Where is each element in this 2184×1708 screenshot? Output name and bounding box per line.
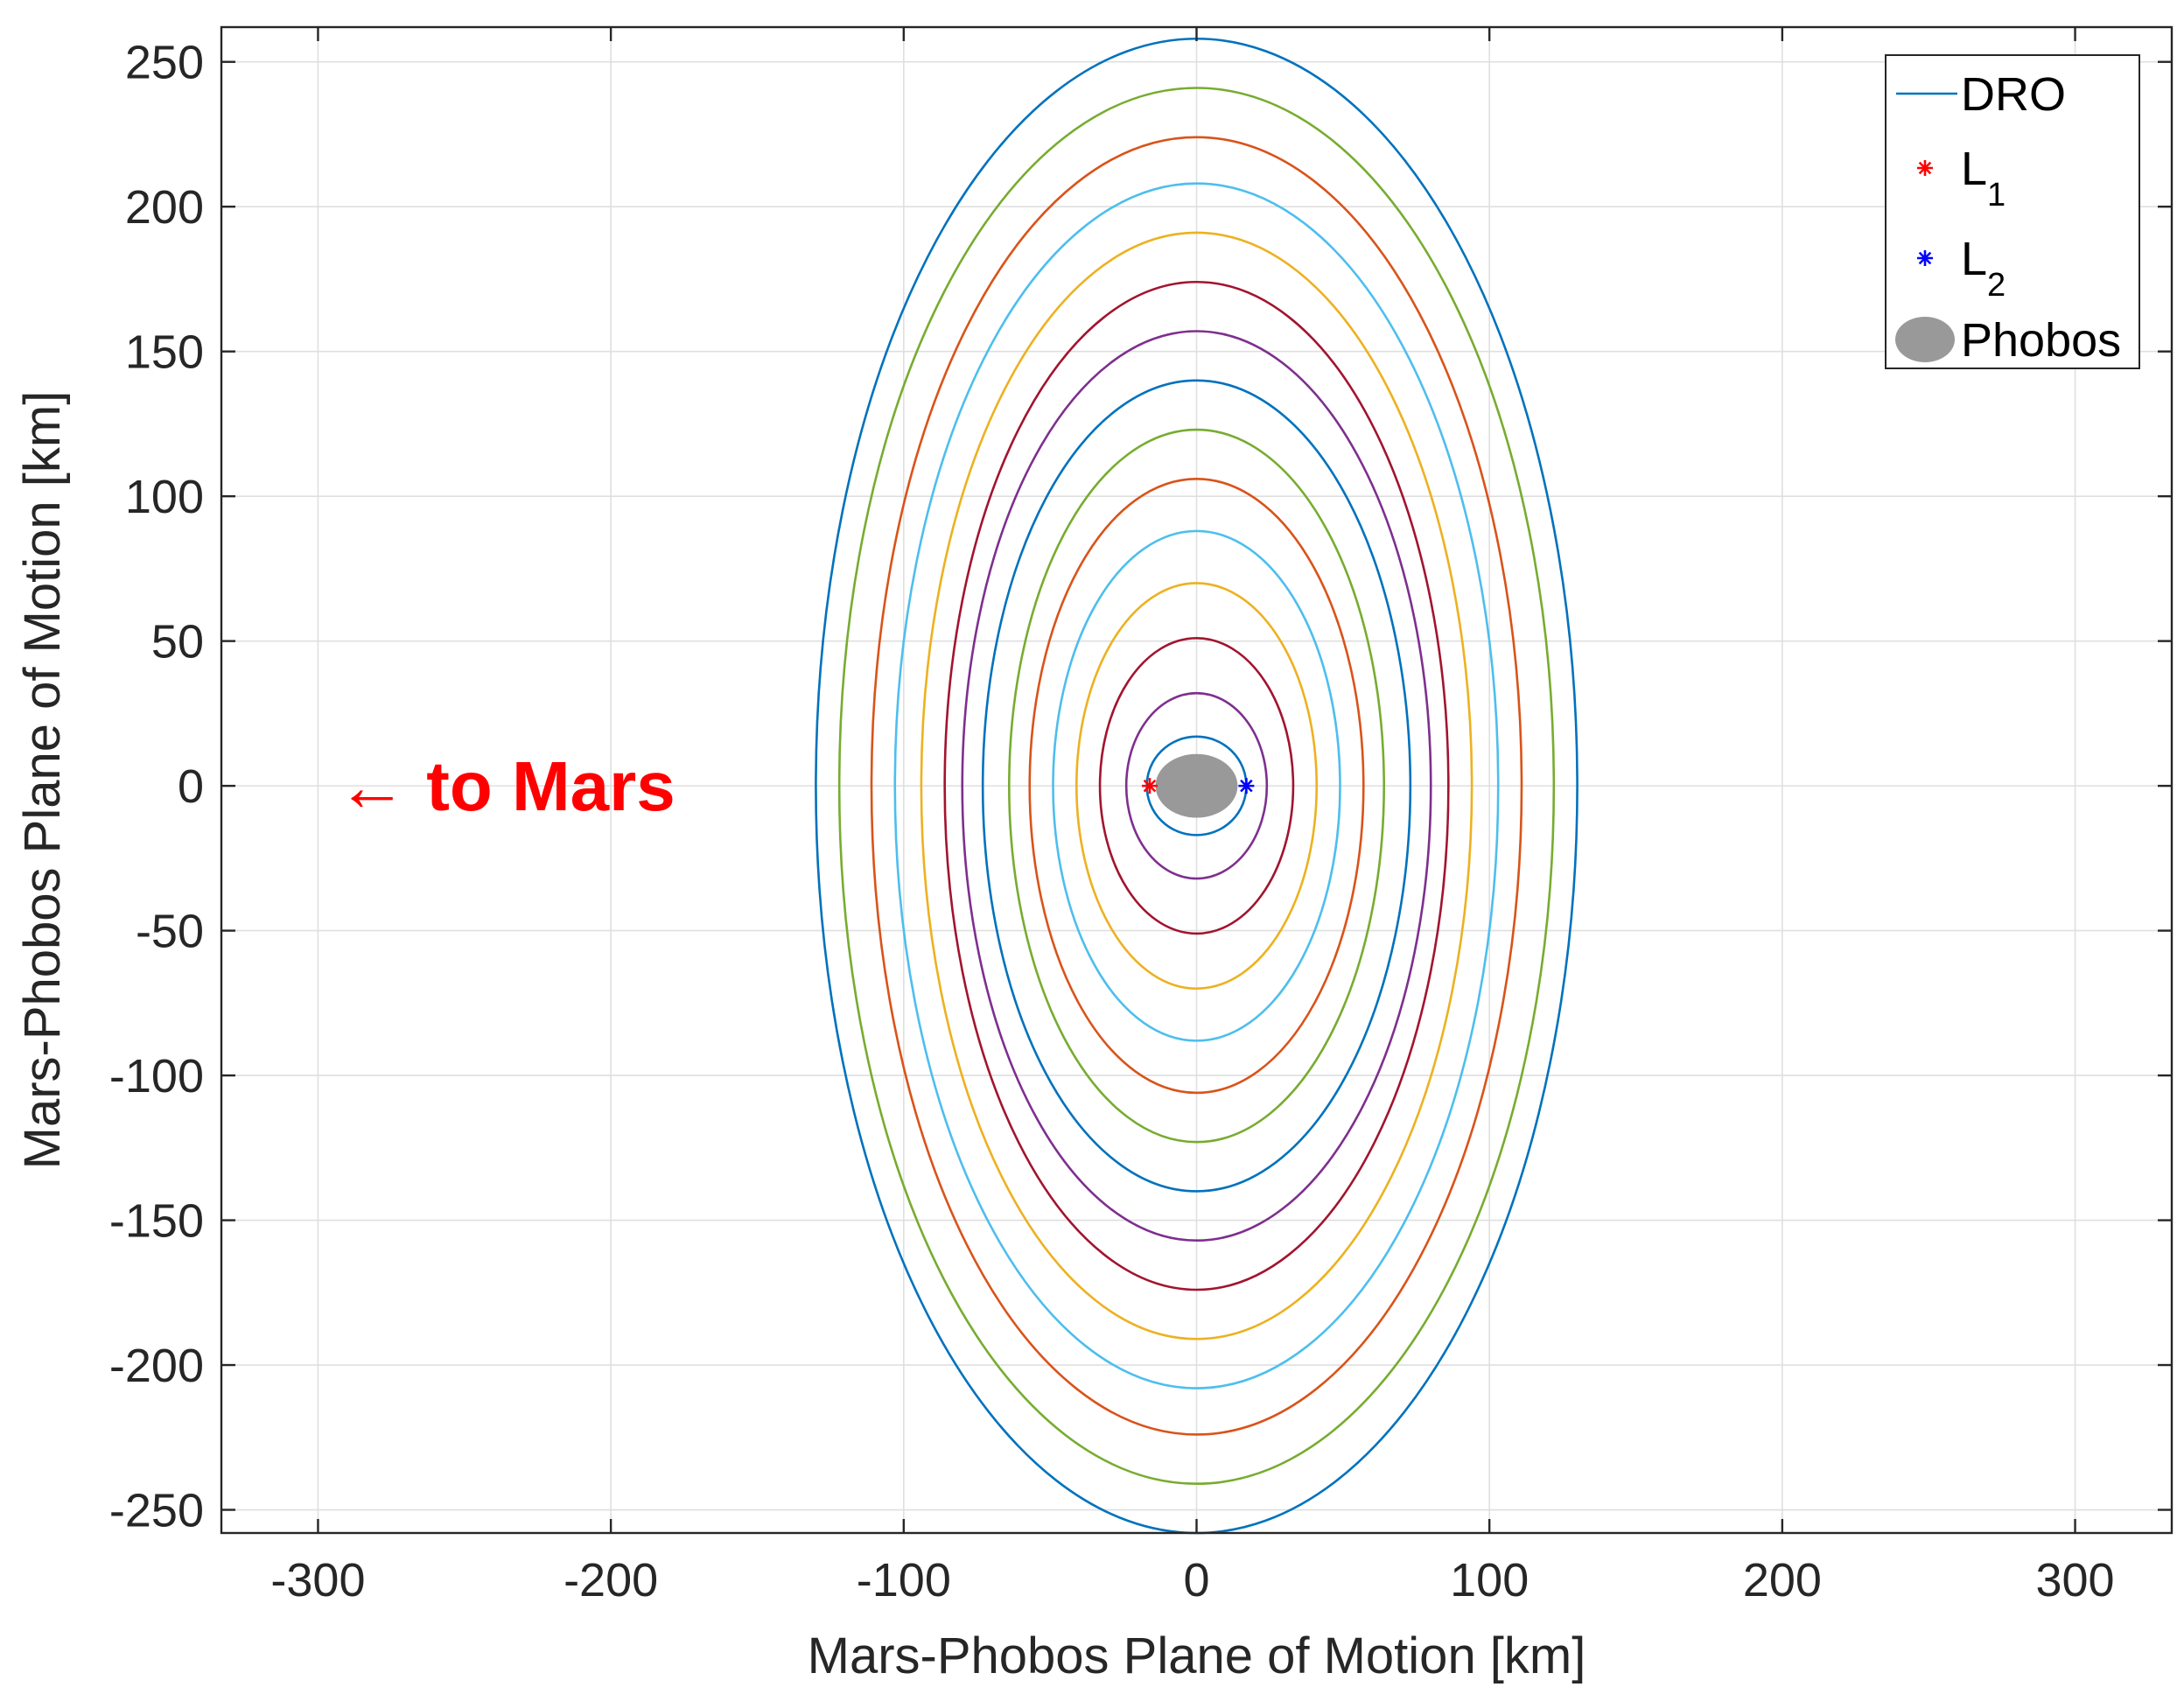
legend-box (1885, 54, 2140, 369)
y-tick-label: 200 (125, 181, 204, 234)
y-tick-label: -50 (136, 906, 204, 958)
legend-swatch-ellipse (1895, 317, 1955, 362)
dro-orbit-4 (1074, 582, 1319, 990)
legend-label: DRO (1961, 68, 2066, 121)
l1-point (1141, 778, 1158, 794)
legend-subscript: 2 (1987, 267, 2006, 304)
x-tick-label: 100 (1450, 1554, 1529, 1606)
dro-orbit-2 (1124, 691, 1269, 880)
legend-label: Phobos (1961, 314, 2121, 367)
y-tick-label: -250 (109, 1485, 204, 1537)
to-mars-annotation: ← to Mars (337, 747, 676, 825)
dro-orbit-13 (870, 136, 1523, 1436)
dro-orbit-12 (893, 182, 1500, 1390)
y-tick-label: 100 (125, 471, 204, 523)
y-tick-label: 0 (178, 760, 204, 813)
phobos-body (1155, 753, 1238, 818)
x-tick-label: -200 (564, 1554, 658, 1606)
y-tick-label: -150 (109, 1195, 204, 1248)
dro-orbit-6 (1028, 477, 1365, 1095)
x-tick-label: 200 (1743, 1554, 1822, 1606)
legend-swatch-star (1917, 160, 1933, 176)
dro-orbit-8 (981, 379, 1412, 1193)
legend-swatch-star (1917, 250, 1933, 266)
dro-orbit-5 (1052, 529, 1341, 1042)
y-tick-label: -200 (109, 1340, 204, 1392)
dro-orbit-11 (920, 231, 1474, 1340)
y-tick-label: 250 (125, 37, 204, 89)
dro-orbit-7 (1008, 428, 1385, 1144)
y-axis-label: Mars-Phobos Plane of Motion [km] (14, 391, 71, 1170)
dro-orbit-14 (837, 87, 1556, 1486)
l2-point (1238, 778, 1255, 794)
y-tick-label: 150 (125, 326, 204, 379)
x-axis-label: Mars-Phobos Plane of Motion [km] (808, 1628, 1586, 1684)
dro-orbit-9 (961, 330, 1432, 1242)
dro-orbit-3 (1098, 637, 1295, 935)
x-tick-label: -100 (857, 1554, 951, 1606)
libration-points (1141, 778, 1255, 794)
legend-subscript: 1 (1987, 177, 2006, 214)
x-tick-label: -300 (270, 1554, 365, 1606)
y-tick-label: -100 (109, 1050, 204, 1102)
legend-item-dro: DRO (1896, 68, 2066, 121)
dro-orbit-10 (943, 280, 1450, 1292)
y-tick-label: 50 (151, 616, 204, 668)
ticks: -300 -200 -100 0 100 200 300 -250 -200 -150 -100 -5… (109, 27, 2172, 1606)
x-tick-label: 0 (1183, 1554, 1209, 1606)
x-tick-label: 300 (2035, 1554, 2114, 1606)
legend-item-phobos: Phobos (1895, 314, 2121, 367)
phobos-layer (1155, 753, 1238, 818)
